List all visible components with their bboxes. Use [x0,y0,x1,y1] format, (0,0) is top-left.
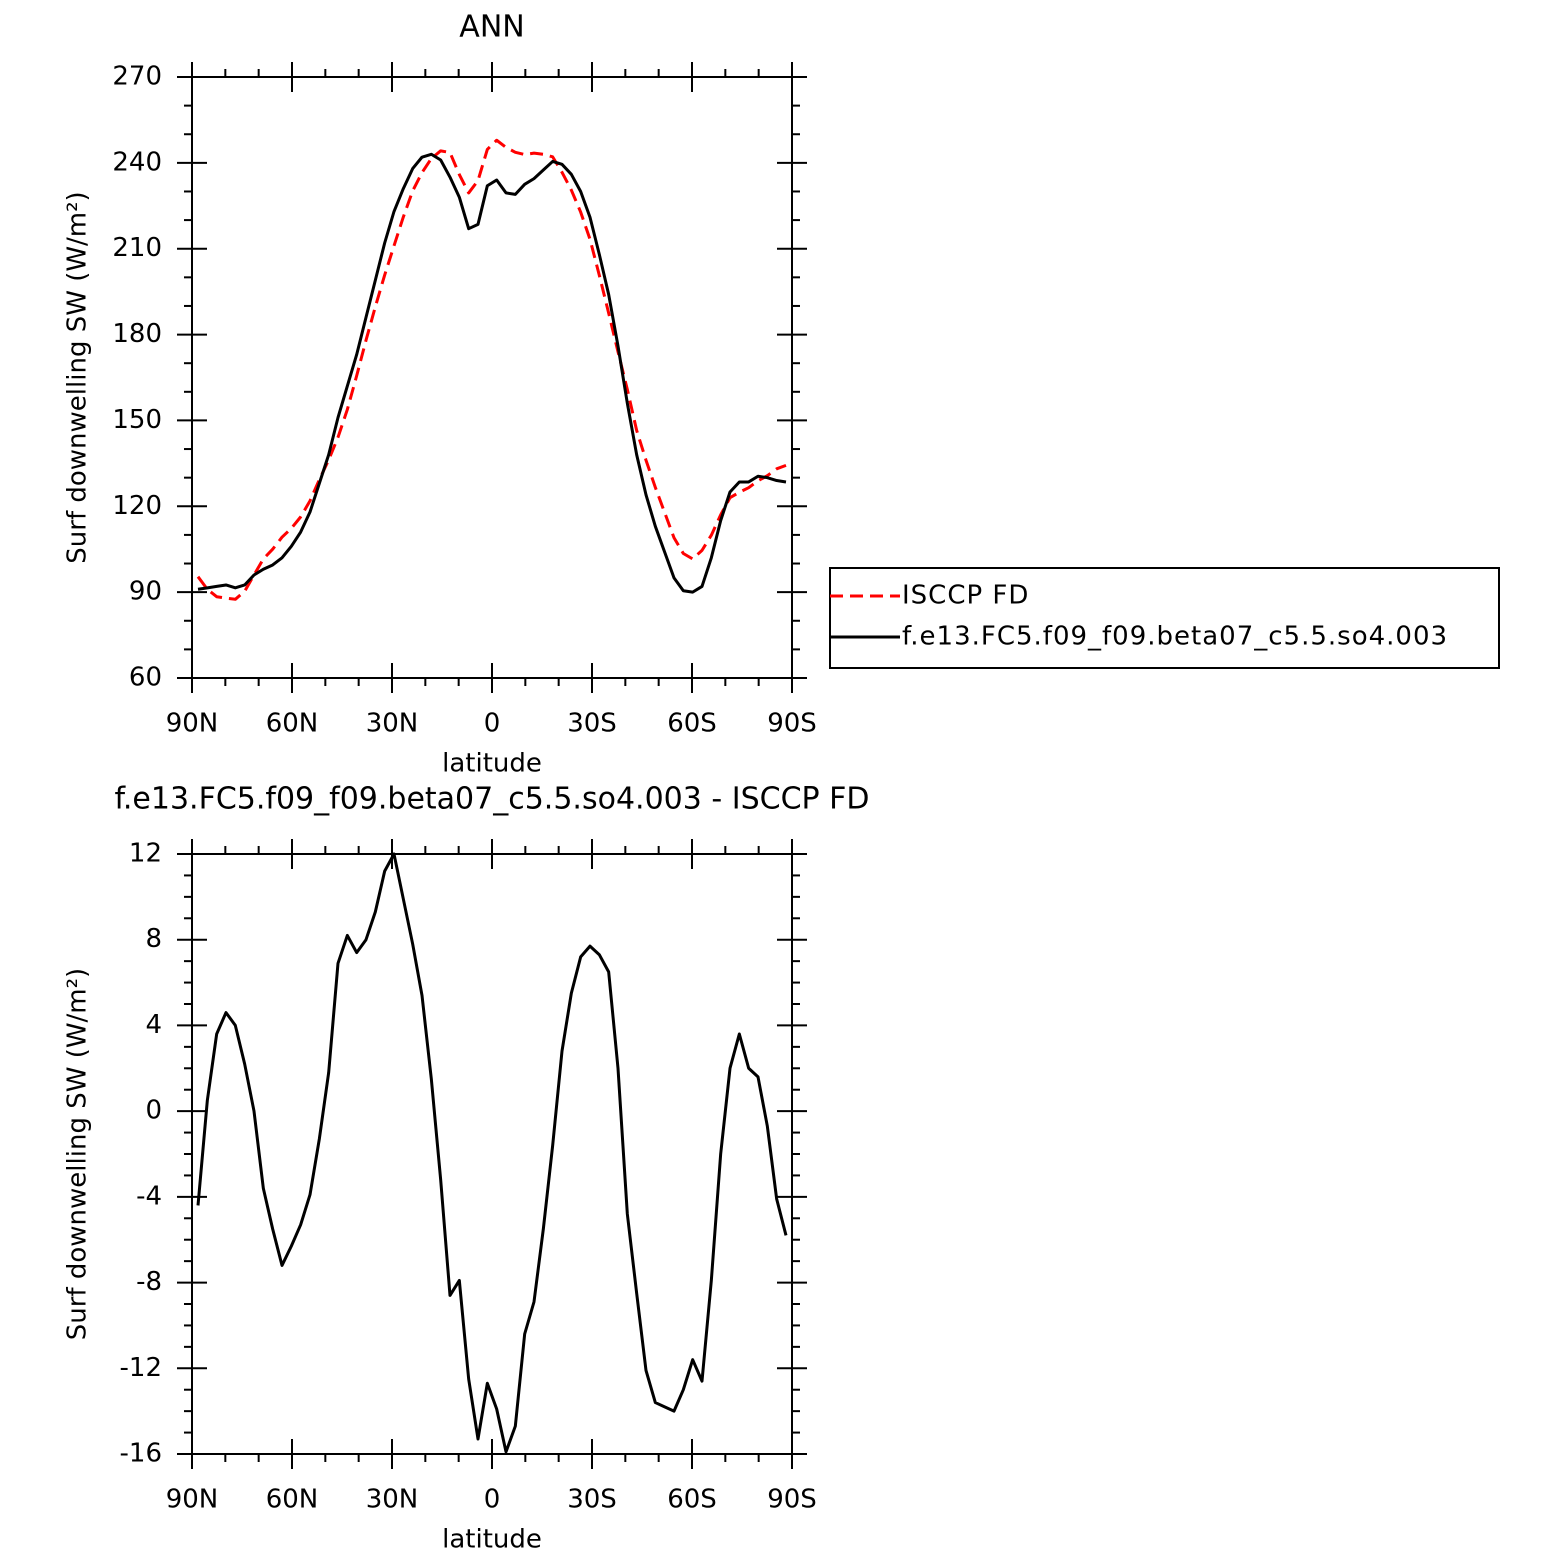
y-tick-label: 12 [129,839,162,869]
x-tick-label: 30N [366,709,419,739]
x-tick-label: 30S [567,709,617,739]
x-tick-label: 90N [166,1485,219,1515]
data-line [197,152,787,594]
x-tick-label: 30N [366,1485,419,1515]
chart-title: f.e13.FC5.f09_f09.beta07_c5.5.so4.003 - … [114,782,869,817]
y-tick-label: -16 [120,1439,162,1469]
legend-box [829,567,1500,669]
x-axis-label: latitude [442,1525,542,1555]
y-tick-label: 270 [112,62,162,92]
y-tick-label: 120 [112,491,162,521]
x-tick-label: 0 [484,1485,501,1515]
x-tick-label: 30S [567,1485,617,1515]
y-tick-label: -4 [136,1181,162,1211]
y-tick-label: 150 [112,405,162,435]
x-tick-label: 90N [166,709,219,739]
x-tick-label: 90S [767,1485,817,1515]
y-tick-label: -12 [120,1353,162,1383]
plot-frame [191,853,793,1455]
x-axis-label: latitude [442,749,542,779]
y-axis-label: Surf downwelling SW (W/m²) [63,191,93,563]
x-tick-label: 60N [266,1485,319,1515]
x-tick-label: 60S [667,709,717,739]
data-line [196,852,788,1454]
plot-frame [191,76,793,679]
data-line [196,138,787,601]
y-tick-label: -8 [136,1267,162,1297]
y-tick-label: 180 [112,319,162,349]
y-tick-label: 4 [145,1010,162,1040]
x-tick-label: 60N [266,709,319,739]
y-tick-label: 8 [145,924,162,954]
x-tick-label: 60S [667,1485,717,1515]
legend-label: f.e13.FC5.f09_f09.beta07_c5.5.so4.003 [902,622,1448,652]
chart-title: ANN [459,10,524,45]
y-tick-label: 210 [112,233,162,263]
y-tick-label: 90 [129,577,162,607]
y-axis-label: Surf downwelling SW (W/m²) [63,968,93,1340]
x-tick-label: 90S [767,709,817,739]
x-tick-label: 0 [484,709,501,739]
y-tick-label: 60 [129,663,162,693]
y-tick-label: 240 [112,147,162,177]
legend-label: ISCCP FD [902,581,1029,611]
y-tick-label: 0 [145,1096,162,1126]
